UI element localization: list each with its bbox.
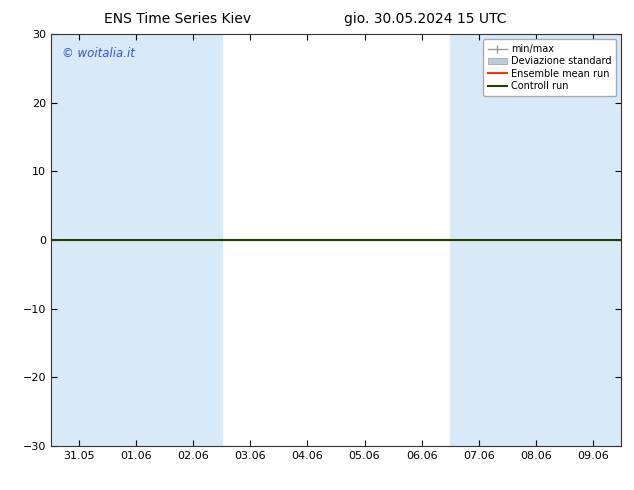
Bar [165, 34, 222, 446]
Bar [450, 34, 507, 446]
Bar [507, 34, 564, 446]
Text: ENS Time Series Kiev: ENS Time Series Kiev [104, 12, 251, 26]
Text: gio. 30.05.2024 15 UTC: gio. 30.05.2024 15 UTC [344, 12, 506, 26]
Text: © woitalia.it: © woitalia.it [62, 47, 135, 60]
Legend: min/max, Deviazione standard, Ensemble mean run, Controll run: min/max, Deviazione standard, Ensemble m… [483, 39, 616, 96]
Bar [564, 34, 621, 446]
Bar [108, 34, 165, 446]
Bar [51, 34, 108, 446]
